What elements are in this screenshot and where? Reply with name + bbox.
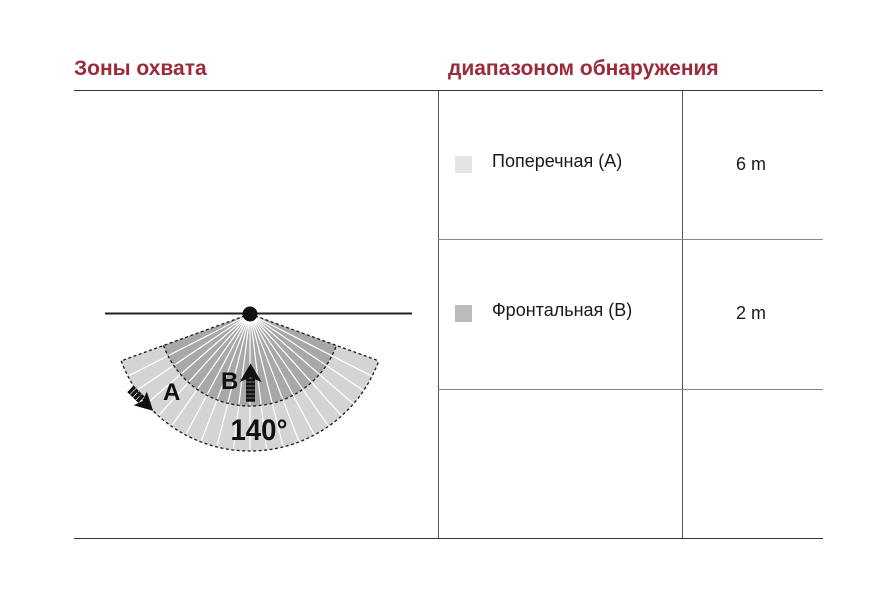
svg-text:B: B <box>221 368 238 395</box>
svg-text:A: A <box>163 379 180 406</box>
svg-text:140°: 140° <box>230 414 287 447</box>
